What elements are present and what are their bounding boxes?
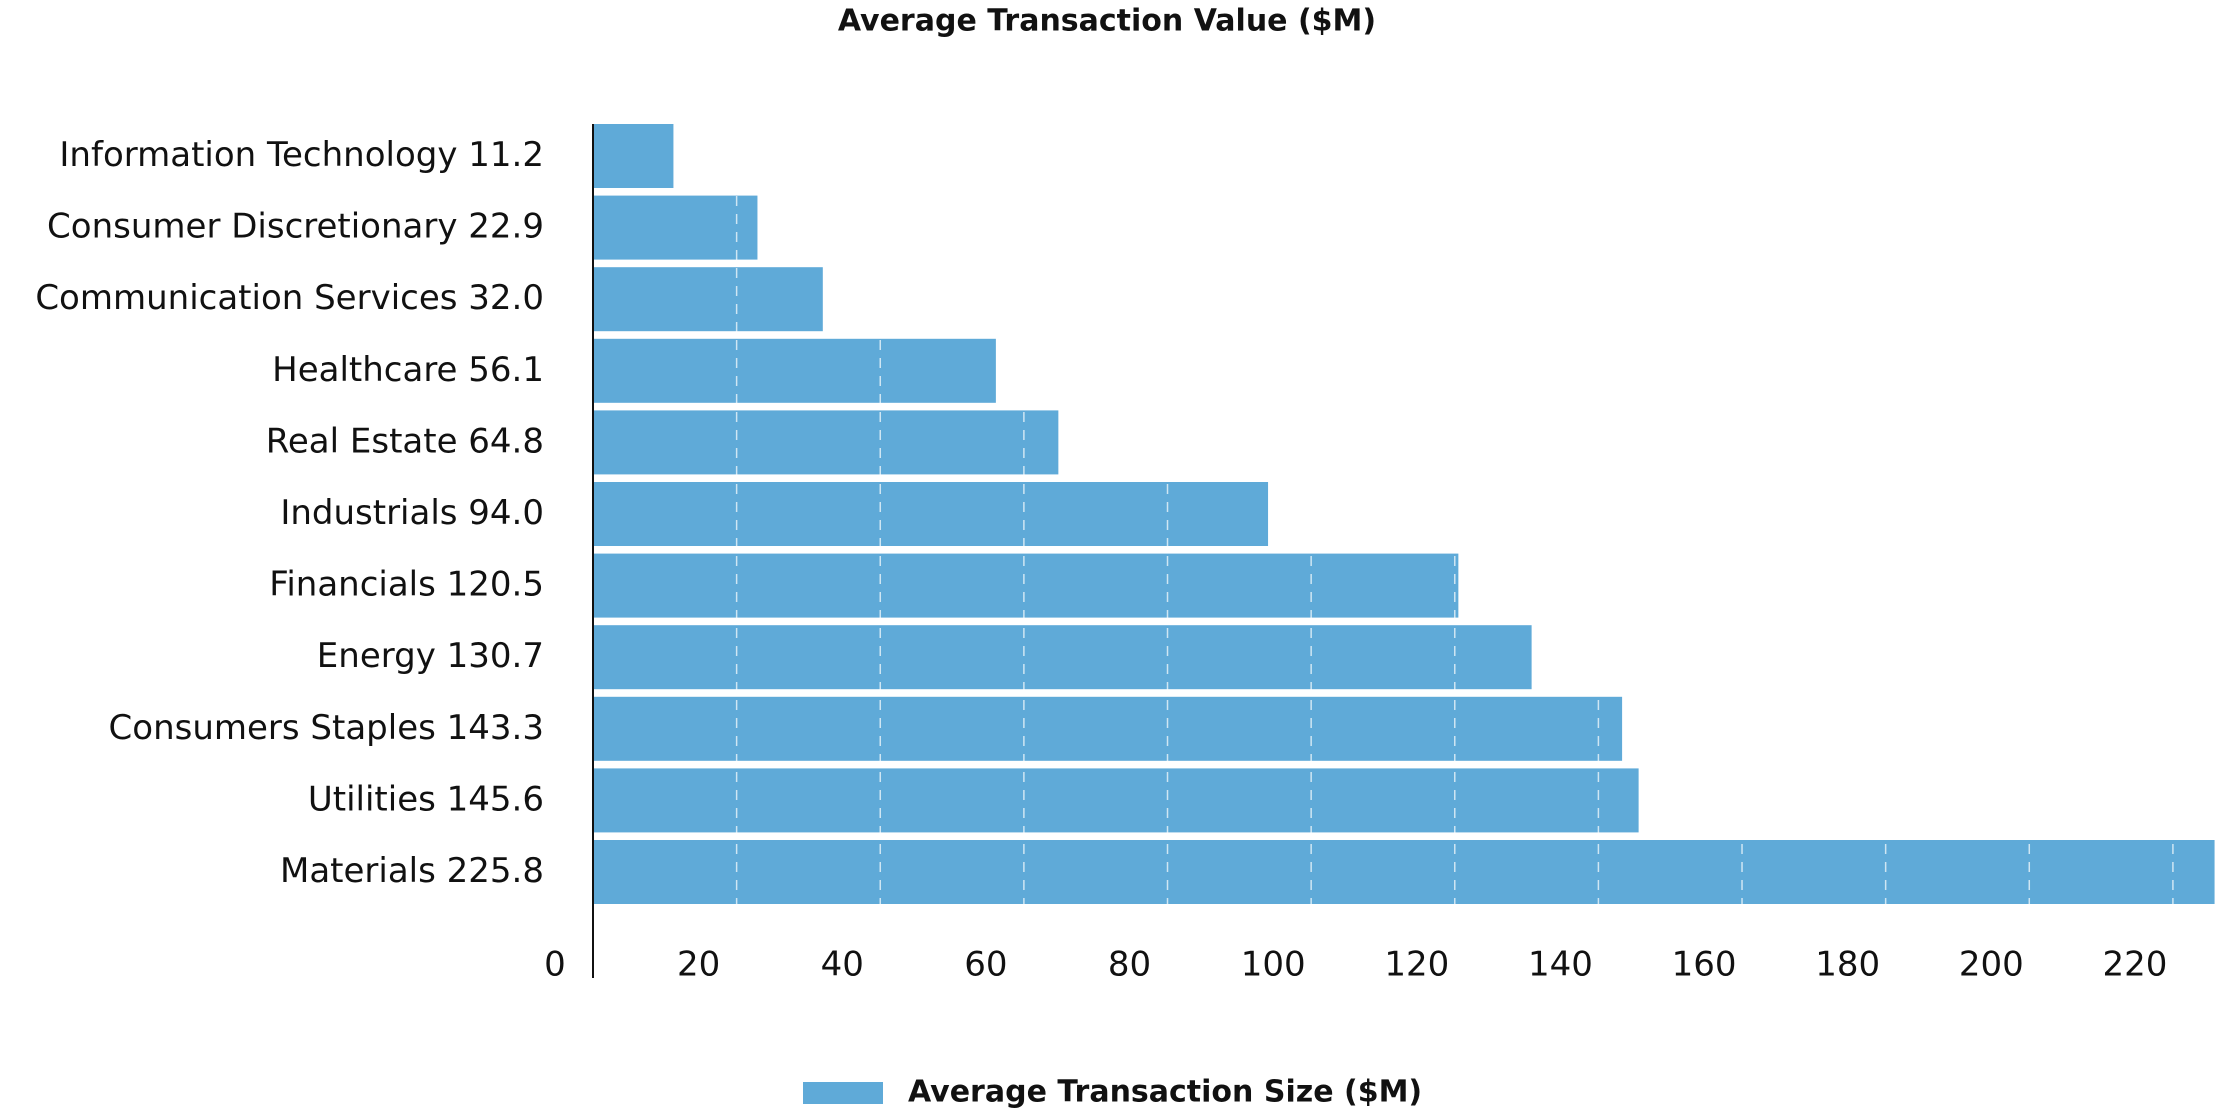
bar bbox=[593, 553, 1459, 618]
x-tick-label: 160 bbox=[1672, 945, 1737, 985]
category-name: Energy bbox=[317, 636, 436, 676]
value-label: 120.5 bbox=[447, 564, 544, 604]
chart-title: Average Transaction Value ($M) bbox=[838, 4, 1376, 39]
category-name: Information Technology bbox=[59, 135, 457, 175]
value-label: 225.8 bbox=[447, 851, 544, 891]
bar bbox=[593, 696, 1623, 761]
x-tick-label: 0 bbox=[544, 945, 566, 985]
bar bbox=[593, 410, 1059, 475]
value-label: 145.6 bbox=[447, 779, 544, 819]
category-label: Industrials 94.0 bbox=[280, 493, 544, 533]
bar bbox=[593, 625, 1532, 690]
x-tick-label: 60 bbox=[964, 945, 1007, 985]
category-label: Energy 130.7 bbox=[317, 636, 544, 676]
x-tick-label: 220 bbox=[2102, 945, 2167, 985]
value-label: 22.9 bbox=[468, 206, 544, 246]
value-label: 11.2 bbox=[468, 135, 544, 175]
bar bbox=[593, 124, 674, 188]
category-name: Communication Services bbox=[35, 278, 457, 318]
category-label: Materials 225.8 bbox=[280, 851, 544, 891]
category-label: Information Technology 11.2 bbox=[59, 135, 544, 175]
category-label: Healthcare 56.1 bbox=[272, 349, 544, 389]
x-tick-label: 140 bbox=[1528, 945, 1593, 985]
value-label: 32.0 bbox=[468, 278, 544, 318]
bar bbox=[593, 768, 1639, 833]
legend-swatch bbox=[803, 1082, 883, 1104]
category-name: Consumer Discretionary bbox=[47, 206, 457, 246]
bar bbox=[593, 482, 1269, 546]
bar bbox=[593, 338, 996, 403]
value-label: 56.1 bbox=[468, 349, 544, 389]
x-tick-label: 20 bbox=[677, 945, 720, 985]
category-label: Consumers Staples 143.3 bbox=[109, 707, 544, 747]
value-label: 130.7 bbox=[447, 636, 544, 676]
x-tick-label: 100 bbox=[1241, 945, 1306, 985]
legend-label: Average Transaction Size ($M) bbox=[908, 1075, 1422, 1110]
category-label: Communication Services 32.0 bbox=[35, 278, 544, 318]
category-label: Financials 120.5 bbox=[269, 564, 544, 604]
x-tick-label: 40 bbox=[821, 945, 864, 985]
bar bbox=[593, 840, 2215, 904]
value-label: 64.8 bbox=[468, 421, 544, 461]
category-name: Industrials bbox=[280, 493, 457, 533]
category-name: Consumers Staples bbox=[109, 707, 436, 747]
category-name: Healthcare bbox=[272, 349, 457, 389]
category-label: Utilities 145.6 bbox=[308, 779, 544, 819]
category-name: Materials bbox=[280, 851, 436, 891]
bar bbox=[593, 195, 758, 260]
category-label: Real Estate 64.8 bbox=[266, 421, 544, 461]
category-name: Financials bbox=[269, 564, 436, 604]
x-tick-label: 200 bbox=[1959, 945, 2024, 985]
x-tick-label: 120 bbox=[1384, 945, 1449, 985]
x-tick-label: 80 bbox=[1108, 945, 1151, 985]
category-name: Utilities bbox=[308, 779, 436, 819]
value-label: 143.3 bbox=[447, 707, 544, 747]
category-name: Real Estate bbox=[266, 421, 458, 461]
x-tick-label: 180 bbox=[1815, 945, 1880, 985]
value-label: 94.0 bbox=[468, 493, 544, 533]
bar bbox=[593, 267, 823, 332]
category-label: Consumer Discretionary 22.9 bbox=[47, 206, 544, 246]
